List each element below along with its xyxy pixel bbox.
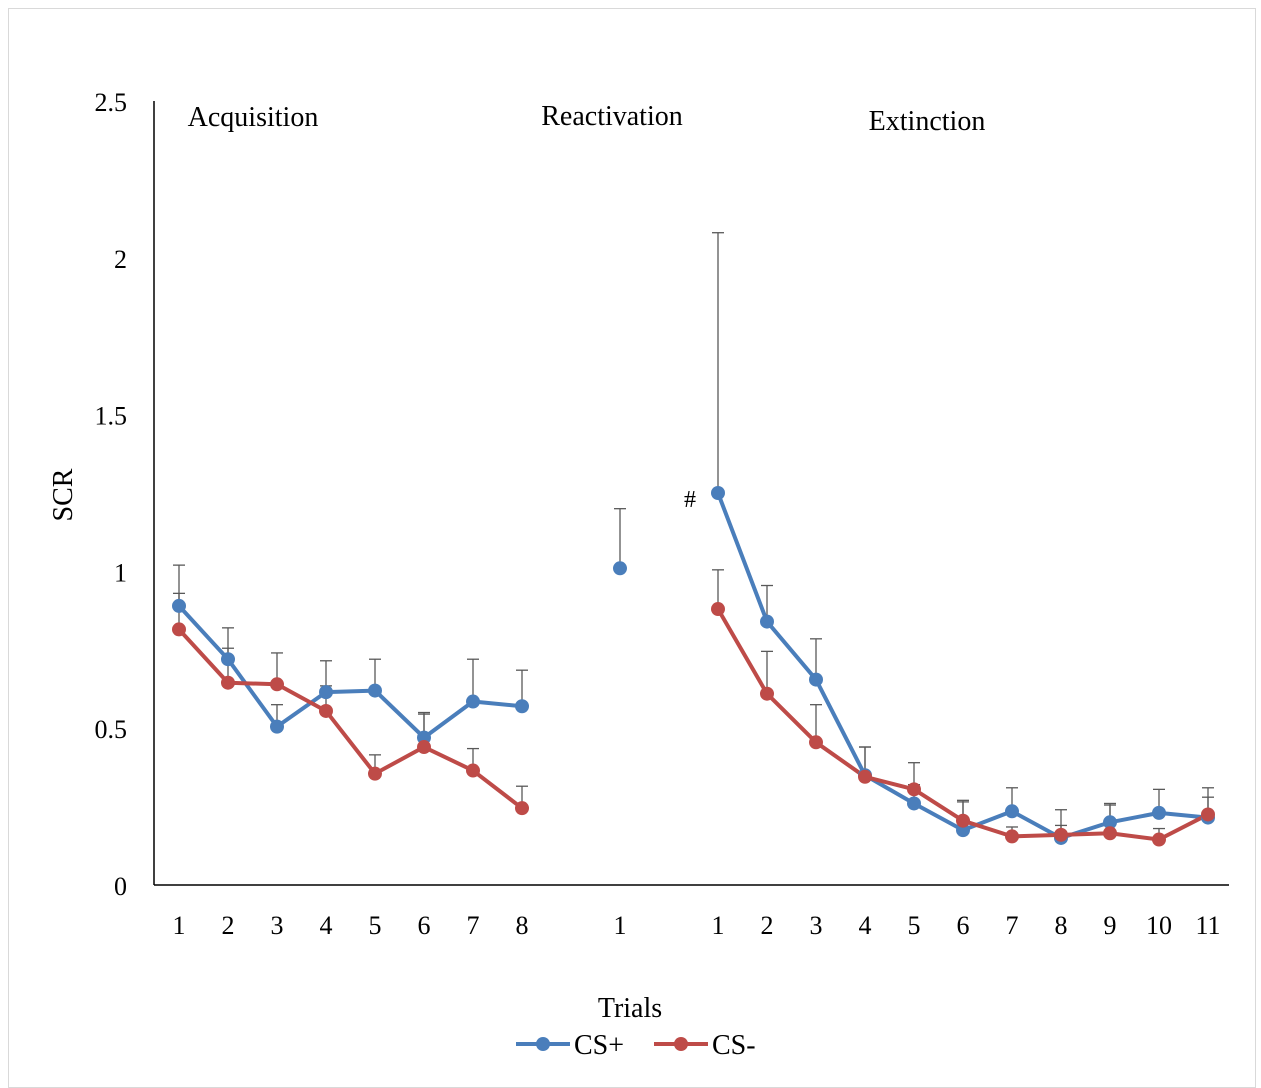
x-tick-label: 7 [467,911,480,940]
y-tick-label: 2.5 [95,88,128,117]
chart-frame: 0 0.5 1 1.5 2 2.5 1 2 3 4 5 6 7 8 1 1 2 3 4 5 6 7 8 9 10 11 Acqui… [8,8,1256,1088]
x-tick-label: 10 [1146,911,1172,940]
y-axis-title: SCR [48,468,79,521]
data-point-cs-minus [221,675,235,690]
data-point-cs-plus [270,719,284,734]
x-tick-label: 8 [516,911,529,940]
significance-annotation: # [684,487,696,513]
data-point-cs-plus [809,672,823,687]
x-tick-label: 3 [810,911,823,940]
legend-swatch-marker [674,1037,688,1051]
data-point-cs-minus [956,813,970,828]
data-point-cs-minus [466,763,480,778]
x-tick-label: 1 [712,911,725,940]
x-axis-title: Trials [598,993,662,1024]
data-point-cs-minus [1152,832,1166,847]
series-line-cs-minus [177,628,524,810]
data-point-cs-minus [515,801,529,816]
data-point-cs-minus [907,782,921,797]
data-point-cs-minus [711,602,725,617]
y-tick-label: 0 [114,872,127,901]
series-line-cs-plus [177,604,523,740]
data-point-cs-plus [613,561,627,576]
data-point-cs-minus [319,703,333,718]
x-tick-label: 2 [761,911,774,940]
data-point-cs-plus [319,685,333,700]
error-bars [173,232,1214,840]
x-tick-label: 4 [320,911,333,940]
legend: CS+ CS- [516,1030,756,1061]
y-tick-label: 2 [114,245,127,274]
data-point-cs-minus [809,735,823,750]
data-point-cs-minus [1054,827,1068,842]
data-point-cs-minus [368,766,382,781]
data-point-cs-minus [417,740,431,755]
data-point-cs-plus [711,486,725,500]
data-point-cs-minus [858,769,872,784]
data-point-cs-plus [515,699,529,714]
data-point-cs-minus [172,622,186,637]
data-point-cs-minus [270,677,284,692]
data-point-cs-plus [172,598,186,613]
legend-swatch-marker [536,1037,550,1051]
x-tick-label: 6 [957,911,970,940]
x-tick-label: 4 [859,911,872,940]
x-tick-label: 2 [222,911,235,940]
x-tick-label: 7 [1006,911,1019,940]
y-tick-label: 1.5 [95,402,128,431]
data-point-cs-plus [1152,805,1166,820]
x-tick-label: 5 [369,911,382,940]
legend-label: CS+ [574,1030,624,1061]
data-point-cs-plus [1103,815,1117,830]
series-line-cs-plus [716,492,1209,840]
data-point-cs-plus [466,694,480,709]
data-point-cs-plus [907,796,921,811]
phase-label: Extinction [869,106,986,137]
y-tick-label: 0.5 [95,715,128,744]
x-tick-label: 1 [614,911,627,940]
phase-label: Reactivation [541,101,683,132]
data-point-cs-minus [760,686,774,701]
x-tick-label: 9 [1104,911,1117,940]
scr-line-chart: 00.511.522.51 2 3 4 5 6 7 8 1 1 2 3 4 5 6 7 8 9 10 11 Acqui… [48,88,1229,1061]
data-point-cs-plus [221,652,235,667]
axes: 00.511.522.51 2 3 4 5 6 7 8 1 1 2 3 4 5 6 7 8 9 10 11 [95,88,1229,940]
x-tick-label: 3 [271,911,284,940]
data-point-cs-plus [368,683,382,698]
data-point-cs-minus [1201,807,1215,822]
x-tick-label: 5 [908,911,921,940]
legend-label: CS- [712,1030,756,1061]
x-tick-label: 1 [173,911,186,940]
data-point-cs-plus [1005,804,1019,819]
data-point-cs-minus [1005,829,1019,844]
x-tick-label: 6 [418,911,431,940]
data-point-cs-minus [1103,826,1117,841]
chart-labels: Acquisition Reactivation Extinction Trials S… [48,101,985,1024]
series-lines [177,492,1209,842]
data-point-cs-plus [760,614,774,629]
y-tick-label: 1 [114,558,127,587]
series-points [172,486,1215,847]
phase-label: Acquisition [188,102,319,133]
x-tick-label: 11 [1195,911,1220,940]
x-tick-label: 8 [1055,911,1068,940]
